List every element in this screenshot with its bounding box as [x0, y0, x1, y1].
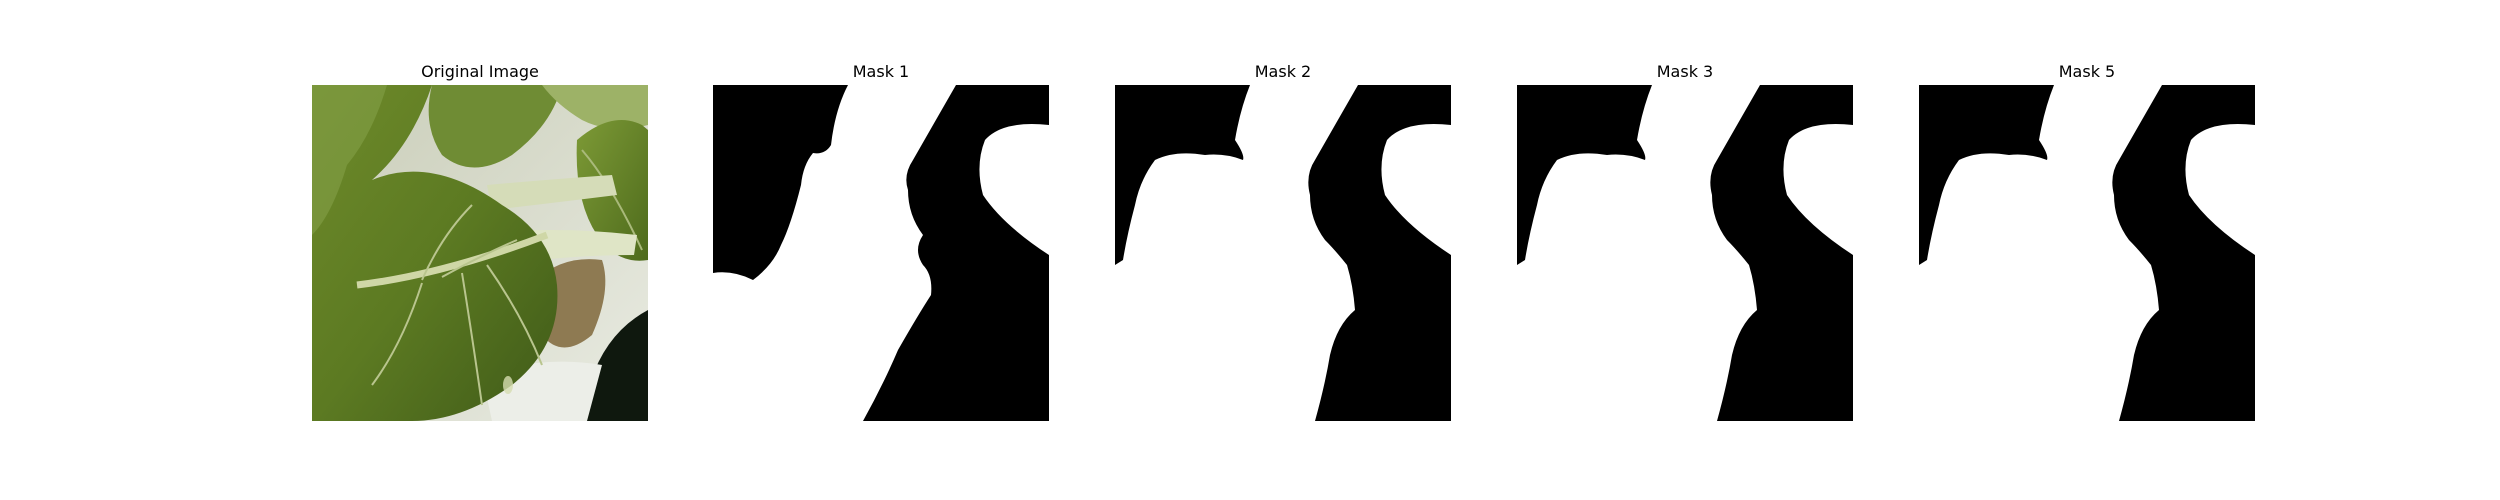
panel-title: Mask 5	[2058, 62, 2116, 81]
panel-title: Mask 2	[1254, 62, 1312, 81]
panel-title: Mask 3	[1656, 62, 1714, 81]
panel-title: Original Image	[421, 62, 539, 81]
panel-original-image: Original Image	[312, 60, 648, 421]
panel-title: Mask 1	[852, 62, 910, 81]
original-image	[312, 85, 648, 421]
mask-5-image	[1919, 85, 2255, 421]
panel-mask-2: Mask 2	[1115, 60, 1451, 421]
mask-3-image	[1517, 85, 1853, 421]
panel-mask-1: Mask 1	[713, 60, 1049, 421]
panel-mask-3: Mask 3	[1517, 60, 1853, 421]
mask-1-image	[713, 85, 1049, 421]
mask-2-image	[1115, 85, 1451, 421]
panel-mask-5: Mask 5	[1919, 60, 2255, 421]
